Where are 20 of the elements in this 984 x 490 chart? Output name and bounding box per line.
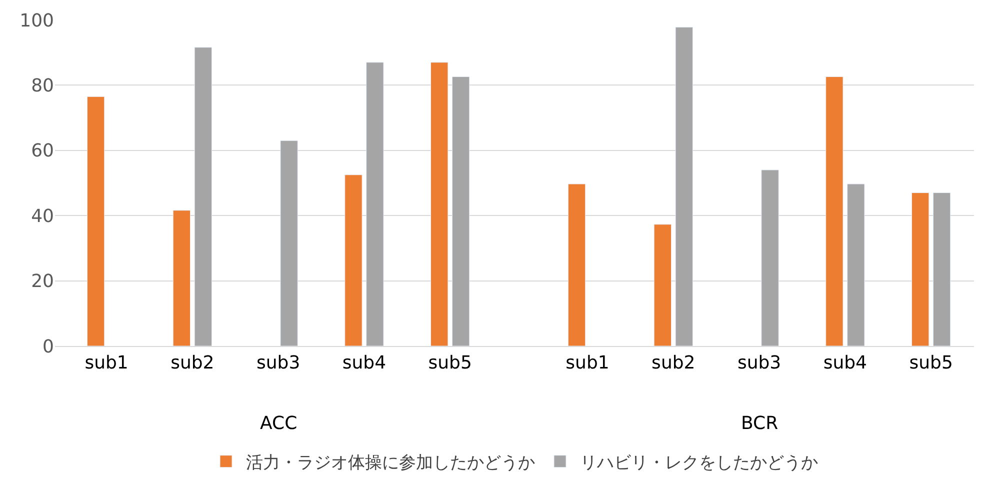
y-tick-label: 40: [31, 206, 54, 227]
x-tick-label: sub3: [737, 352, 782, 374]
y-tick-label: 20: [31, 271, 54, 292]
x-tick-label: sub2: [170, 352, 214, 374]
x-tick-label: sub4: [342, 352, 386, 374]
text: ACC: [260, 413, 298, 434]
x-tick-label: sub5: [428, 352, 472, 374]
legend-label: リハビリ・レクをしたかどうか: [580, 452, 818, 473]
x-tick-label: sub1: [566, 352, 610, 374]
x-tick-label: sub3: [256, 352, 300, 374]
text: BCR: [741, 413, 778, 434]
x-tick-label: sub4: [823, 352, 868, 374]
y-tick-label: 80: [31, 76, 54, 96]
y-tick-label: 100: [20, 10, 54, 32]
x-tick-label: sub2: [652, 352, 696, 374]
legend-label: 活力・ラジオ体操に参加したかどうか: [246, 452, 535, 473]
x-tick-label: sub1: [84, 352, 128, 374]
y-tick-label: 60: [31, 140, 54, 162]
x-tick-label: sub5: [909, 352, 953, 374]
y-tick-label: 0: [42, 336, 54, 358]
